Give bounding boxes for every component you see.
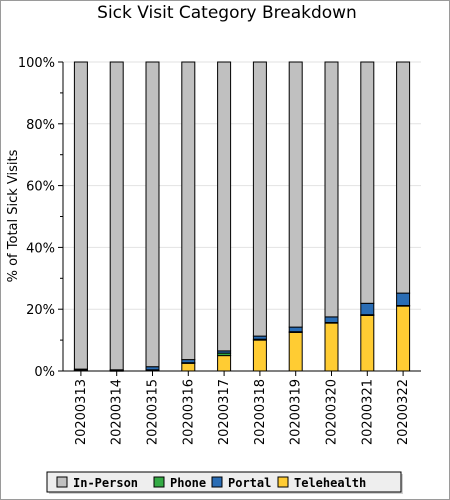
- y-tick-label: 40%: [26, 241, 55, 256]
- x-tick-labels: 20200313 20200314 20200315 20200316 20200317…: [74, 379, 411, 445]
- chart-title: Sick Visit Category Breakdown: [97, 3, 357, 23]
- bar-segment-telehealth: [252, 339, 267, 372]
- x-tick-label: 20200313: [74, 379, 89, 445]
- y-tick-label: 60%: [26, 180, 55, 195]
- y-axis-title: % of Total Sick Visits: [6, 149, 21, 282]
- legend-swatch-portal: [211, 476, 223, 488]
- bar-segment-in-person: [145, 61, 160, 368]
- legend-box: [46, 471, 402, 493]
- bar-segment-in-person: [360, 61, 375, 304]
- legend: In-Person Phone Portal Telehealth: [46, 471, 403, 494]
- bar-segment-telehealth: [396, 305, 411, 372]
- legend-swatch-phone: [153, 476, 165, 488]
- y-tick-labels: 0% 20% 40% 60% 80% 100%: [18, 56, 55, 380]
- legend-swatch-telehealth: [277, 476, 289, 488]
- x-tick-label: 20200316: [181, 379, 196, 445]
- bar-segment-telehealth: [288, 331, 303, 372]
- bar-segment-in-person: [109, 61, 124, 371]
- axes: [58, 61, 421, 376]
- x-tick-label: 20200319: [289, 379, 304, 445]
- x-tick-label: 20200315: [146, 379, 161, 445]
- legend-label: Portal: [228, 476, 271, 490]
- bar-segment-telehealth: [324, 322, 339, 372]
- bar-segment-in-person: [396, 61, 411, 294]
- bar-segment-portal: [288, 326, 303, 333]
- x-tick-label: 20200320: [325, 379, 340, 445]
- bar-segment-in-person: [73, 61, 88, 370]
- bar-segment-in-person: [181, 61, 196, 361]
- x-tick-label: 20200321: [360, 379, 375, 445]
- y-tick-label: 100%: [18, 56, 55, 71]
- bar-segment-in-person: [288, 61, 303, 328]
- y-tick-label: 20%: [26, 303, 55, 318]
- bar-segment-telehealth: [217, 355, 232, 372]
- bar-segment-portal: [396, 292, 411, 307]
- bar-segment-telehealth: [181, 362, 196, 372]
- legend-label: In-Person: [73, 476, 138, 490]
- x-tick-label: 20200318: [253, 379, 268, 445]
- bar-segment-in-person: [324, 61, 339, 318]
- legend-label: Phone: [170, 476, 206, 490]
- bar-segment-telehealth: [360, 314, 375, 372]
- bar-segment-in-person: [252, 61, 267, 337]
- legend-label: Telehealth: [294, 476, 366, 490]
- x-tick-label: 20200314: [110, 379, 125, 445]
- x-tick-label: 20200322: [396, 379, 411, 445]
- y-tick-label: 0%: [34, 365, 55, 380]
- bar-segment-portal: [324, 316, 339, 323]
- legend-swatch-in-person: [56, 476, 68, 488]
- bars: [73, 61, 411, 372]
- x-tick-label: 20200317: [217, 379, 232, 445]
- y-tick-label: 80%: [26, 118, 55, 133]
- bar-segment-in-person: [217, 61, 232, 352]
- bar-segment-portal: [360, 302, 375, 316]
